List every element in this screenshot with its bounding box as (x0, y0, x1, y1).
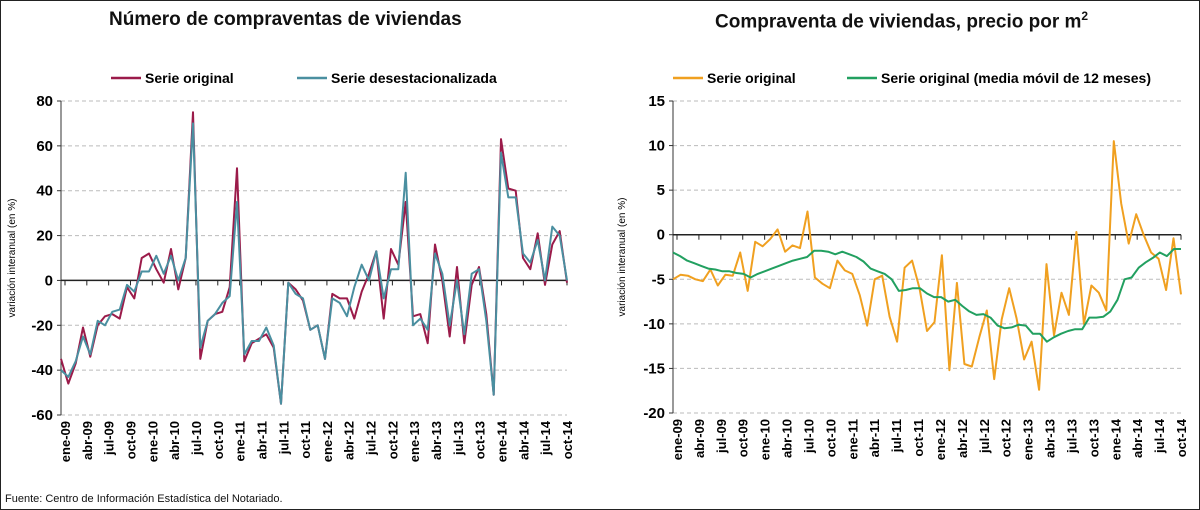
y-tick-label: 20 (36, 228, 53, 245)
y-tick-label: -10 (643, 316, 665, 333)
y-tick-label: -40 (31, 362, 53, 379)
x-tick-label: ene-14 (1108, 418, 1123, 460)
x-tick-label: ene-09 (670, 419, 685, 460)
x-tick-label: abr-11 (867, 419, 882, 457)
y-tick-label: 60 (36, 138, 53, 155)
x-tick-label: abr-12 (955, 419, 970, 458)
y-tick-label: 10 (648, 138, 665, 155)
x-tick-label: oct-09 (123, 421, 138, 459)
x-tick-label: jul-09 (714, 419, 729, 454)
x-tick-label: jul-11 (889, 419, 904, 453)
series-line-2 (60, 122, 568, 405)
legend-label: Serie original (media móvil de 12 meses) (881, 70, 1151, 86)
y-tick-label: 5 (657, 182, 665, 199)
x-tick-label: oct-12 (385, 421, 400, 459)
y-tick-label: 0 (657, 227, 665, 244)
series-line-1 (672, 140, 1182, 391)
x-tick-label: oct-13 (473, 421, 488, 459)
x-tick-label: oct-14 (560, 420, 575, 459)
x-tick-label: ene-14 (495, 420, 510, 462)
x-tick-label: abr-10 (780, 419, 795, 458)
x-tick-label: abr-13 (429, 421, 444, 460)
x-tick-label: ene-12 (320, 421, 335, 462)
x-tick-label: jul-10 (801, 419, 816, 454)
x-tick-label: jul-14 (1152, 418, 1167, 454)
x-tick-label: abr-09 (692, 419, 707, 458)
x-tick-label: ene-10 (758, 419, 773, 460)
x-tick-label: ene-12 (933, 419, 948, 460)
chart-title-right-sup: 2 (1081, 9, 1089, 23)
y-tick-label: 80 (36, 93, 53, 110)
x-tick-label: oct-09 (736, 419, 751, 457)
x-tick-label: jul-12 (364, 421, 379, 456)
x-tick-label: jul-13 (451, 421, 466, 456)
x-tick-label: jul-09 (102, 421, 117, 456)
x-tick-label: oct-13 (1086, 419, 1101, 457)
x-tick-label: ene-13 (1021, 419, 1036, 460)
x-tick-label: oct-11 (298, 421, 313, 459)
y-tick-label: 0 (45, 272, 53, 289)
series-line-2 (672, 248, 1181, 343)
y-axis-label: variación interanual (en %) (617, 198, 628, 317)
x-tick-label: ene-11 (233, 421, 248, 461)
chart-title-left: Número de compraventas de viviendas (109, 9, 462, 30)
x-tick-label: ene-09 (58, 421, 73, 462)
x-tick-label: oct-14 (1174, 418, 1189, 457)
y-tick-label: -15 (643, 360, 665, 377)
y-tick-label: -60 (31, 407, 53, 424)
y-tick-label: -20 (31, 317, 53, 334)
x-tick-label: ene-13 (407, 421, 422, 462)
x-tick-label: abr-14 (1130, 418, 1145, 458)
x-tick-label: oct-10 (211, 421, 226, 459)
chart-title-right-text: Compraventa de viviendas, precio por m (715, 11, 1082, 33)
x-tick-label: jul-10 (189, 421, 204, 456)
legend-label: Serie desestacionalizada (331, 70, 497, 86)
x-tick-label: abr-11 (254, 421, 269, 459)
x-tick-label: abr-09 (80, 421, 95, 460)
x-tick-label: abr-12 (342, 421, 357, 460)
source-note: Fuente: Centro de Información Estadístic… (5, 493, 283, 505)
legend-label: Serie original (145, 70, 234, 86)
y-tick-label: -5 (652, 271, 665, 288)
y-axis-label: variación interanual (en %) (7, 199, 18, 318)
x-tick-label: ene-11 (845, 419, 860, 459)
chart-title-right: Compraventa de viviendas, precio por m2 (715, 9, 1088, 33)
x-tick-label: abr-14 (516, 420, 531, 460)
x-tick-label: jul-14 (538, 420, 553, 456)
x-tick-label: jul-12 (977, 419, 992, 454)
x-tick-label: jul-13 (1064, 419, 1079, 454)
y-tick-label: -20 (643, 405, 665, 422)
x-tick-label: oct-12 (999, 419, 1014, 457)
x-tick-label: abr-13 (1043, 419, 1058, 458)
x-tick-label: abr-10 (167, 421, 182, 460)
x-tick-label: oct-11 (911, 419, 926, 457)
y-tick-label: 40 (36, 183, 53, 200)
x-tick-label: jul-11 (276, 421, 291, 455)
x-tick-label: ene-10 (145, 421, 160, 462)
legend-label: Serie original (707, 70, 796, 86)
x-tick-label: oct-10 (823, 419, 838, 457)
y-tick-label: 15 (648, 93, 665, 110)
